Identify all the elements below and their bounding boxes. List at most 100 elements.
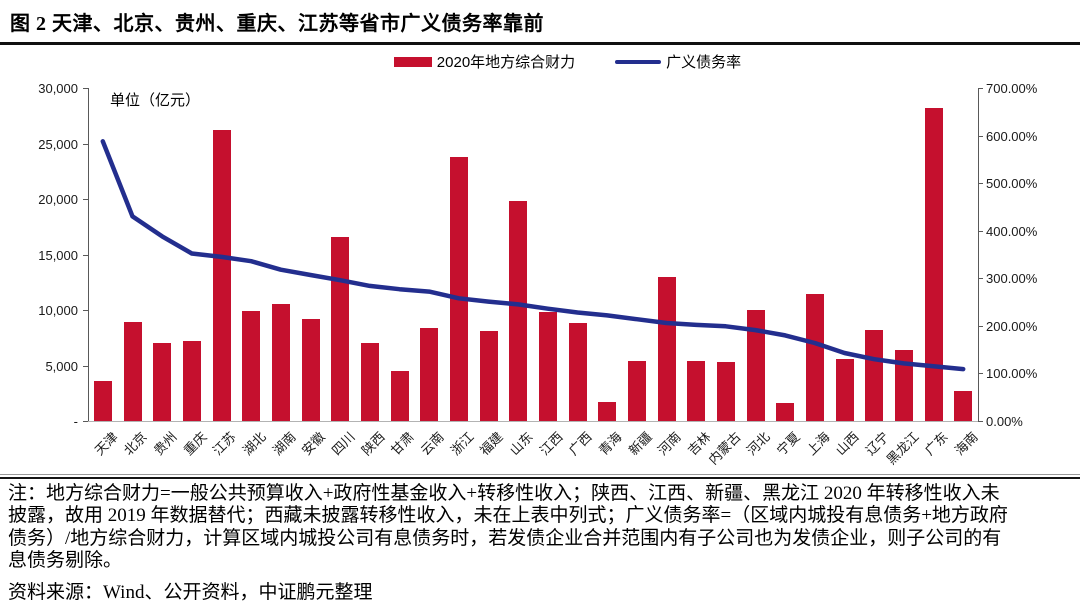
- x-axis-label: 安徽: [299, 429, 329, 459]
- financial-strength-bar: [182, 341, 201, 421]
- financial-strength-bar: [242, 311, 261, 421]
- left-y-axis-line: [88, 88, 89, 421]
- financial-strength-bar: [509, 201, 528, 421]
- x-axis-label: 重庆: [180, 429, 210, 459]
- financial-strength-bar: [954, 391, 973, 421]
- financial-strength-bar: [123, 322, 142, 421]
- source-line: 资料来源：Wind、公开资料，中证鹏元整理: [8, 581, 373, 603]
- right-axis-tick: [978, 373, 983, 375]
- x-axis-label: 浙江: [447, 429, 477, 459]
- x-axis-label: 天津: [91, 429, 121, 459]
- note-line: 息债务剔除。: [8, 550, 123, 572]
- financial-strength-bar: [746, 310, 765, 421]
- financial-strength-bar: [538, 312, 557, 421]
- legend-line-label: 广义债务率: [666, 54, 742, 71]
- left-axis-tick-label: -: [73, 414, 78, 429]
- x-axis-label: 河南: [655, 429, 685, 459]
- left-axis-tick-label: 20,000: [38, 192, 78, 207]
- financial-strength-bar: [687, 361, 706, 421]
- x-axis-label: 江西: [536, 429, 566, 459]
- financial-strength-bar: [805, 294, 824, 421]
- title-divider-rule: [0, 42, 1080, 45]
- right-axis-tick-label: 200.00%: [986, 318, 1038, 334]
- x-axis-label: 宁夏: [773, 429, 803, 459]
- financial-strength-bar: [657, 276, 676, 421]
- left-axis-tick-label: 5,000: [45, 358, 78, 374]
- legend-bar-label: 2020年地方综合财力: [436, 54, 576, 71]
- financial-strength-bar: [212, 130, 231, 421]
- debt-ratio-line: [100, 139, 966, 372]
- financial-strength-bar: [93, 381, 112, 421]
- financial-strength-bar: [390, 371, 409, 421]
- x-axis-label: 河北: [744, 429, 774, 459]
- financial-strength-bar: [865, 329, 884, 421]
- financial-strength-bar: [776, 403, 795, 421]
- x-axis-label: 山东: [506, 429, 536, 459]
- x-axis-label: 海南: [951, 429, 981, 459]
- left-axis-tick: [83, 421, 88, 422]
- left-axis-tick: [83, 254, 88, 256]
- left-axis-tick-label: 15,000: [38, 247, 78, 263]
- x-axis-label: 甘肃: [388, 429, 418, 459]
- left-axis-tick-label: 10,000: [38, 303, 78, 318]
- x-axis-label: 山西: [833, 429, 863, 459]
- line-series-swatch-icon: [615, 59, 662, 64]
- right-axis-tick-label: 500.00%: [986, 176, 1038, 192]
- x-axis-label: 广东: [922, 429, 952, 459]
- footnotes: 注：地方综合财力=一般公共预算收入+政府性基金收入+转移性收入；陕西、江西、新疆…: [8, 483, 1076, 604]
- notes-divider-thin-rule: [0, 474, 1080, 475]
- financial-strength-bar: [627, 361, 646, 421]
- right-axis-tick-label: 400.00%: [986, 223, 1038, 239]
- left-axis-tick: [83, 199, 88, 200]
- right-axis-tick: [978, 183, 983, 185]
- legend-item-bar-series: 2020年地方综合财力: [393, 51, 576, 72]
- x-axis-label: 黑龙江: [883, 429, 922, 468]
- right-axis-tick-label: 600.00%: [986, 128, 1038, 144]
- financial-strength-bar: [360, 343, 379, 421]
- right-axis-tick: [978, 421, 983, 422]
- note-text-block: 注：地方综合财力=一般公共预算收入+政府性基金收入+转移性收入；陕西、江西、新疆…: [8, 483, 1076, 573]
- right-axis-tick-label: 300.00%: [986, 271, 1038, 287]
- left-axis-tick-label: 25,000: [38, 136, 78, 152]
- left-axis-tick: [83, 88, 88, 89]
- financial-strength-bar: [716, 362, 735, 421]
- x-axis-label: 上海: [803, 429, 833, 459]
- right-axis-tick: [978, 135, 983, 137]
- financial-strength-bar: [449, 156, 468, 421]
- note-line: 注：地方综合财力=一般公共预算收入+政府性基金收入+转移性收入；陕西、江西、新疆…: [8, 483, 1000, 504]
- x-axis-label: 陕西: [358, 429, 388, 459]
- x-axis-label: 云南: [417, 429, 447, 459]
- financial-strength-bar: [479, 331, 498, 421]
- right-axis-tick-label: 0.00%: [986, 414, 1023, 429]
- x-axis-label: 内蒙古: [705, 429, 744, 468]
- financial-strength-bar: [894, 349, 913, 421]
- financial-strength-bar: [568, 323, 587, 421]
- x-axis-label: 贵州: [150, 429, 180, 459]
- x-axis-label: 湖北: [239, 429, 269, 459]
- legend-item-line-series: 广义债务率: [615, 51, 741, 72]
- financial-strength-bar: [835, 358, 854, 421]
- x-axis-label: 新疆: [625, 429, 655, 459]
- left-axis-tick: [83, 310, 88, 311]
- left-axis-tick: [83, 365, 88, 367]
- financial-strength-bar: [301, 318, 320, 421]
- note-line: 债务）/地方综合财力，计算区域内城投公司有息债务时，若发债企业合并范围内有子公司…: [8, 527, 1002, 549]
- right-axis-tick: [978, 278, 983, 280]
- left-axis-tick-label: 30,000: [38, 81, 78, 96]
- left-axis-tick: [83, 143, 88, 145]
- right-axis-tick: [978, 325, 983, 327]
- financial-strength-bar: [924, 107, 943, 421]
- right-axis-tick-label: 100.00%: [986, 366, 1038, 382]
- financial-strength-bar: [271, 304, 290, 421]
- financial-strength-bar: [420, 327, 439, 421]
- x-axis-label: 湖南: [269, 429, 299, 459]
- x-axis-label: 广西: [566, 429, 596, 459]
- x-axis-label: 青海: [595, 429, 625, 459]
- figure-title: 图 2 天津、北京、贵州、重庆、江苏等省市广义债务率靠前: [10, 13, 544, 35]
- chart-legend: 2020年地方综合财力 广义债务率: [0, 51, 1080, 72]
- right-axis-tick: [978, 230, 983, 232]
- bar-series-swatch-icon: [393, 56, 432, 67]
- x-axis-label: 福建: [477, 429, 507, 459]
- right-y-axis-line: [978, 88, 979, 421]
